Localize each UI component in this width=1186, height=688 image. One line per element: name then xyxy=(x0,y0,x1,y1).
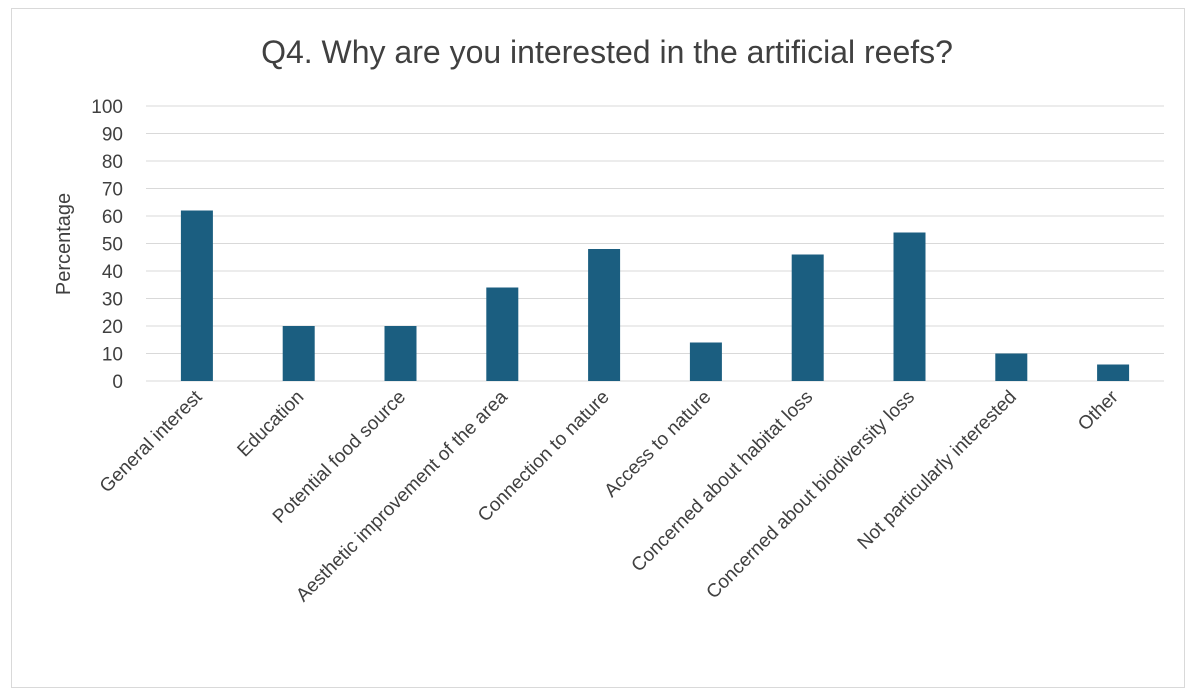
bar xyxy=(995,353,1028,381)
bar xyxy=(282,326,315,381)
gridlines xyxy=(146,105,1164,382)
y-axis-ticks: 0 10 20 30 40 50 60 70 80 90 100 xyxy=(91,97,123,393)
bar xyxy=(384,326,417,381)
y-tick-label: 50 xyxy=(102,235,123,256)
y-axis-label: Percentage xyxy=(53,193,75,295)
x-category-label: Access to nature xyxy=(601,387,716,502)
y-tick-label: 100 xyxy=(91,97,123,118)
x-category-label: Other xyxy=(1074,386,1123,435)
y-tick-label: 60 xyxy=(102,207,123,228)
x-category-label: General interest xyxy=(96,386,207,497)
y-tick-label: 30 xyxy=(102,290,123,311)
bar xyxy=(893,232,926,381)
bar xyxy=(791,254,824,381)
x-category-label: Education xyxy=(234,387,309,462)
y-tick-label: 10 xyxy=(102,345,123,366)
y-tick-label: 0 xyxy=(112,372,123,393)
bar xyxy=(486,287,519,381)
y-tick-label: 80 xyxy=(102,152,123,173)
bars xyxy=(180,210,1130,381)
bar xyxy=(180,210,213,381)
bar xyxy=(588,249,621,381)
x-category-label: Concerned about habitat loss xyxy=(628,387,818,577)
bar xyxy=(689,342,722,381)
x-category-label: Aesthetic improvement of the area xyxy=(292,386,512,606)
y-tick-label: 70 xyxy=(102,180,123,201)
chart-title: Q4. Why are you interested in the artifi… xyxy=(261,34,953,70)
y-tick-label: 40 xyxy=(102,262,123,283)
y-tick-label: 20 xyxy=(102,317,123,338)
bar xyxy=(1097,364,1130,381)
y-tick-label: 90 xyxy=(102,125,123,146)
x-category-label: Concerned about biodiversity loss xyxy=(703,387,919,603)
